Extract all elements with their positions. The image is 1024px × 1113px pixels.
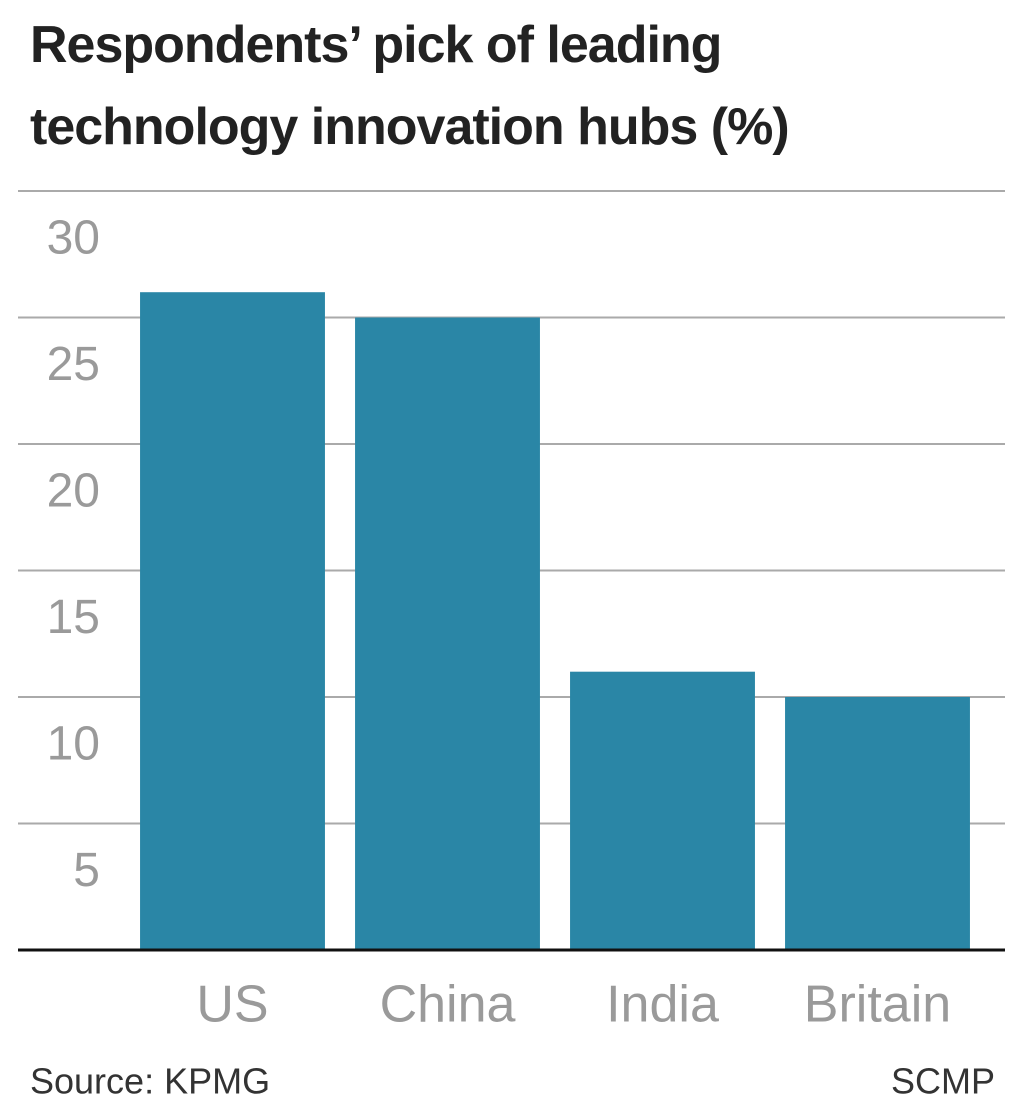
source: Source: KPMG (30, 1061, 270, 1102)
y-tick-label: 10 (47, 718, 100, 771)
bar (355, 317, 540, 950)
y-tick-label: 30 (47, 212, 100, 265)
bar (785, 697, 970, 950)
bar (570, 671, 755, 950)
y-tick-label: 25 (47, 338, 100, 391)
credit: SCMP (891, 1061, 995, 1102)
y-tick-label: 15 (47, 591, 100, 644)
y-tick-label: 5 (73, 844, 100, 897)
chart-title: Respondents’ pick of leading technology … (30, 16, 790, 156)
x-tick-label: India (606, 976, 719, 1034)
y-tick-label: 20 (47, 465, 100, 518)
x-tick-label: Britain (804, 976, 951, 1034)
x-tick-label: China (380, 976, 516, 1034)
bar (140, 292, 325, 950)
x-tick-label: US (196, 976, 268, 1034)
